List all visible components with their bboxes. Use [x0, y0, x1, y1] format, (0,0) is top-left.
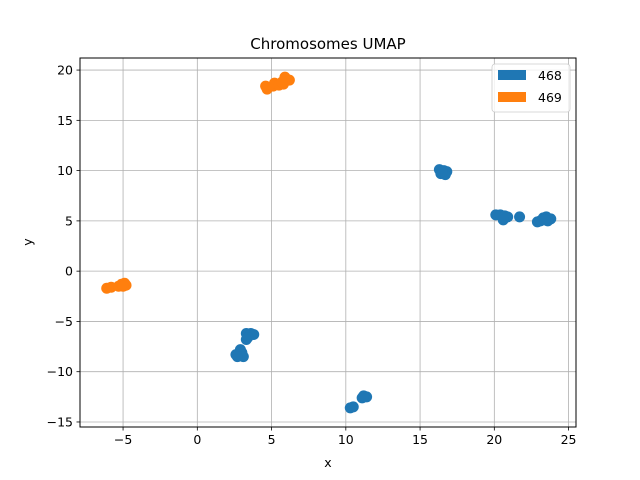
y-tick-label: 10	[57, 163, 73, 178]
y-tick-label: 20	[57, 63, 73, 78]
scatter-point-468	[514, 211, 526, 223]
y-tick-label: 15	[57, 113, 73, 128]
chart-title: Chromosomes UMAP	[250, 35, 405, 53]
scatter-point-468	[347, 401, 359, 413]
legend-swatch	[498, 70, 526, 80]
y-tick-label: −10	[47, 364, 73, 379]
y-tick-label: 5	[65, 213, 73, 228]
legend-swatch	[498, 92, 526, 102]
plot-frame	[79, 57, 577, 428]
scatter-point-468	[497, 214, 509, 226]
y-tick-label: −5	[55, 314, 73, 329]
x-axis-label: x	[324, 455, 331, 470]
x-tick-label: −5	[114, 432, 132, 447]
scatter-point-469	[276, 76, 288, 88]
y-axis-label: y	[20, 238, 35, 246]
y-tick-label: −15	[47, 414, 73, 429]
x-tick-label: 25	[561, 432, 577, 447]
data-points	[101, 71, 557, 414]
x-tick-label: 0	[193, 432, 201, 447]
scatter-point-468	[358, 390, 370, 402]
scatter-point-468	[240, 334, 252, 346]
x-tick-label: 10	[338, 432, 354, 447]
y-tick-label: 0	[65, 264, 73, 279]
y-axis: −15 −10 −5 0 5 10 15 20	[47, 63, 80, 429]
x-tick-label: 5	[268, 432, 276, 447]
scatter-point-468	[231, 351, 243, 363]
x-axis: −5 0 5 10 15 20 25	[114, 427, 577, 447]
scatter-point-468	[539, 214, 551, 226]
legend-label: 469	[538, 90, 562, 105]
x-tick-label: 20	[486, 432, 502, 447]
scatter-point-469	[117, 280, 129, 292]
legend-label: 468	[538, 68, 562, 83]
grid	[80, 58, 576, 427]
x-tick-label: 15	[412, 432, 428, 447]
scatter-point-468	[436, 166, 448, 178]
